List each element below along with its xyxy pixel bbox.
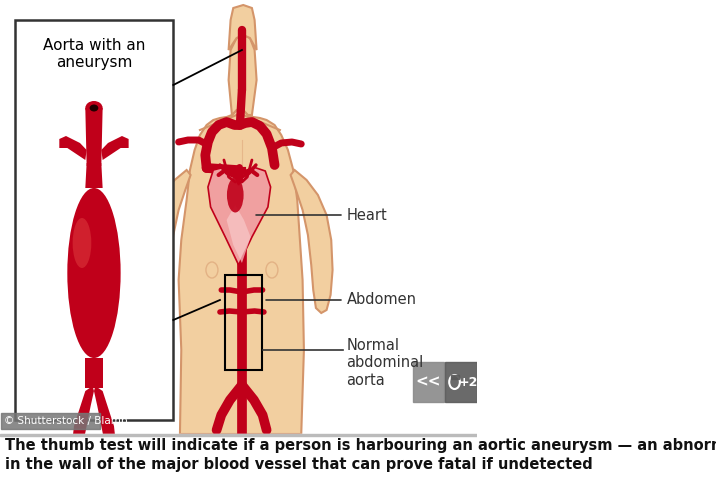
Bar	[0, 0, 477, 434]
Text: The thumb test will indicate if a person is harbouring an aortic aneurysm — an a: The thumb test will indicate if a person…	[5, 438, 716, 453]
Polygon shape	[149, 170, 190, 313]
Bar	[450, 375, 458, 379]
Polygon shape	[94, 386, 117, 466]
Polygon shape	[101, 456, 112, 484]
Bar	[445, 362, 477, 402]
Text: Heart: Heart	[256, 208, 387, 223]
Ellipse shape	[72, 218, 92, 268]
Ellipse shape	[67, 188, 120, 358]
Text: Abdomen: Abdomen	[266, 292, 417, 307]
Polygon shape	[59, 136, 87, 160]
Ellipse shape	[227, 178, 243, 212]
Polygon shape	[75, 456, 87, 484]
Text: in the wall of the major blood vessel that can prove fatal if undetected: in the wall of the major blood vessel th…	[5, 457, 593, 472]
Polygon shape	[291, 170, 332, 313]
Text: <<: <<	[416, 375, 441, 390]
Text: +2: +2	[458, 376, 478, 389]
Polygon shape	[85, 108, 102, 166]
Ellipse shape	[90, 105, 98, 111]
Bar	[413, 362, 444, 402]
Polygon shape	[228, 5, 256, 50]
Text: Normal
abdominal
aorta: Normal abdominal aorta	[347, 338, 424, 388]
Bar	[14, 20, 173, 420]
Polygon shape	[228, 35, 256, 115]
Text: © Shutterstock / Blamb: © Shutterstock / Blamb	[4, 416, 127, 426]
Text: Aorta with an
aneurysm: Aorta with an aneurysm	[43, 38, 145, 70]
Ellipse shape	[85, 101, 102, 115]
Polygon shape	[85, 358, 102, 388]
Bar	[226, 275, 262, 370]
Polygon shape	[85, 163, 102, 188]
Ellipse shape	[238, 350, 244, 360]
Polygon shape	[57, 454, 73, 484]
Polygon shape	[71, 386, 94, 466]
Polygon shape	[101, 136, 129, 160]
Bar	[0, 434, 477, 436]
Polygon shape	[208, 167, 271, 265]
Bar	[1, 413, 100, 429]
Bar	[0, 434, 477, 484]
Polygon shape	[178, 108, 304, 434]
Polygon shape	[115, 454, 131, 484]
Polygon shape	[226, 205, 251, 263]
